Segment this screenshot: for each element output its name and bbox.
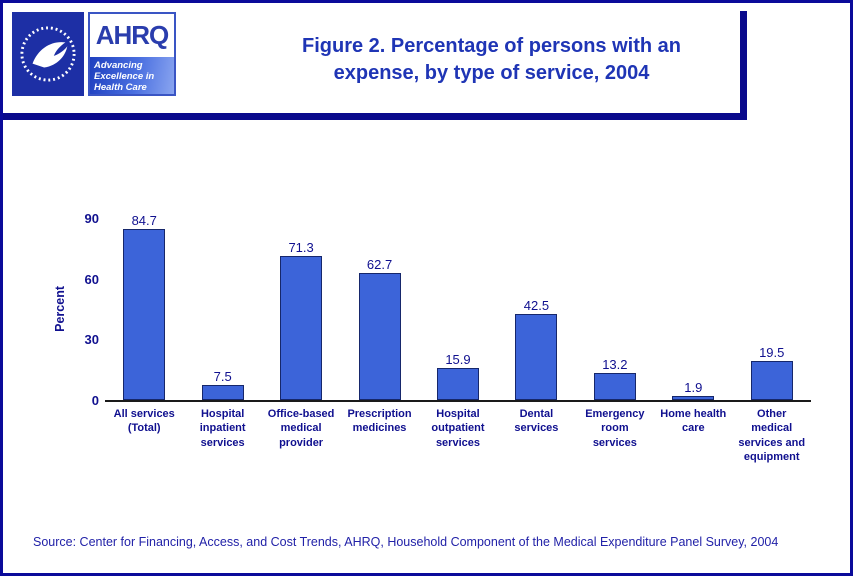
x-category-label: Prescription medicines xyxy=(347,408,412,435)
bar-value-label: 71.3 xyxy=(288,239,314,255)
bar-column: 1.9 xyxy=(654,380,732,400)
bar-value-label: 84.7 xyxy=(131,212,157,228)
bar-column: 71.3 xyxy=(262,240,340,400)
bar-column: 19.5 xyxy=(733,345,811,400)
bar-column: 84.7 xyxy=(105,213,183,400)
ahrq-tagline-line: Advancing xyxy=(94,60,143,71)
logo-group: AHRQ Advancing Excellence in Health Care xyxy=(12,12,176,96)
x-axis-labels: All services (Total) Hospital inpatient serv… xyxy=(105,407,811,464)
source-note: Source: Center for Financing, Access, an… xyxy=(33,535,779,549)
bar xyxy=(123,228,166,400)
ahrq-logo: AHRQ Advancing Excellence in Health Care xyxy=(88,12,176,96)
y-tick-label: 60 xyxy=(84,271,99,287)
bar xyxy=(358,273,401,400)
bar-chart: Percent 0 30 60 90 84.7 7.5 71.3 62.7 15.9 42.5 1… xyxy=(49,211,811,464)
x-category-label: Emergency room services xyxy=(585,408,645,449)
figure-title-line1: Figure 2. Percentage of persons with an xyxy=(302,35,681,57)
x-category-label: Hospital outpatient services xyxy=(431,408,485,449)
bar-column: 42.5 xyxy=(497,298,575,400)
y-tick-label: 30 xyxy=(84,332,99,348)
bar xyxy=(201,384,244,400)
figure-title: Figure 2. Percentage of persons with an … xyxy=(188,33,795,87)
x-category-label: Hospital inpatient services xyxy=(199,408,246,449)
header-divider-horizontal xyxy=(3,113,747,120)
bar-value-label: 42.5 xyxy=(523,298,550,314)
ahrq-tagline-line: Health Care xyxy=(94,82,147,94)
bar-value-label: 15.9 xyxy=(445,351,471,367)
figure-title-line2: expense, by type of service, 2004 xyxy=(333,62,650,84)
bar-value-label: 62.7 xyxy=(366,257,393,273)
bar-column: 15.9 xyxy=(419,352,497,400)
bar xyxy=(515,314,558,400)
y-axis-title-wrap: Percent xyxy=(49,218,71,400)
bar xyxy=(280,255,323,400)
bar xyxy=(593,373,636,400)
y-axis-title: Percent xyxy=(53,286,67,332)
x-category-label: All services (Total) xyxy=(113,408,175,435)
bar-column: 13.2 xyxy=(576,357,654,400)
plot-column: 84.7 7.5 71.3 62.7 15.9 42.5 13.2 1.9 19.5 All s… xyxy=(105,213,811,464)
y-axis: 0 30 60 90 xyxy=(71,211,105,408)
ahrq-tagline-line: Excellence in xyxy=(94,71,155,83)
x-category-label: Office-based medical provider xyxy=(267,408,335,449)
ahrq-tagline: Advancing Excellence in Health Care xyxy=(90,57,174,94)
ahrq-logo-text: AHRQ xyxy=(95,20,170,50)
y-tick-label: 90 xyxy=(84,211,99,226)
header-divider-vertical xyxy=(740,11,747,113)
bar xyxy=(436,367,479,400)
x-category-label: Other medical services and equipment xyxy=(738,408,806,463)
bar-value-label: 19.5 xyxy=(759,344,785,360)
x-category-label: Dental services xyxy=(514,408,559,435)
bar-value-label: 7.5 xyxy=(213,368,232,384)
bar-column: 62.7 xyxy=(340,257,418,400)
bar xyxy=(750,360,793,400)
bar-column: 7.5 xyxy=(183,369,261,400)
bar-value-label: 1.9 xyxy=(684,380,703,396)
bar xyxy=(672,396,715,400)
bar-value-label: 13.2 xyxy=(602,357,628,373)
y-tick-label: 0 xyxy=(91,393,99,408)
hhs-logo xyxy=(12,12,84,96)
hhs-eagle-icon xyxy=(20,26,76,82)
plot-area: 84.7 7.5 71.3 62.7 15.9 42.5 13.2 1.9 19.5 xyxy=(105,213,811,402)
x-category-label: Home health care xyxy=(660,408,727,435)
